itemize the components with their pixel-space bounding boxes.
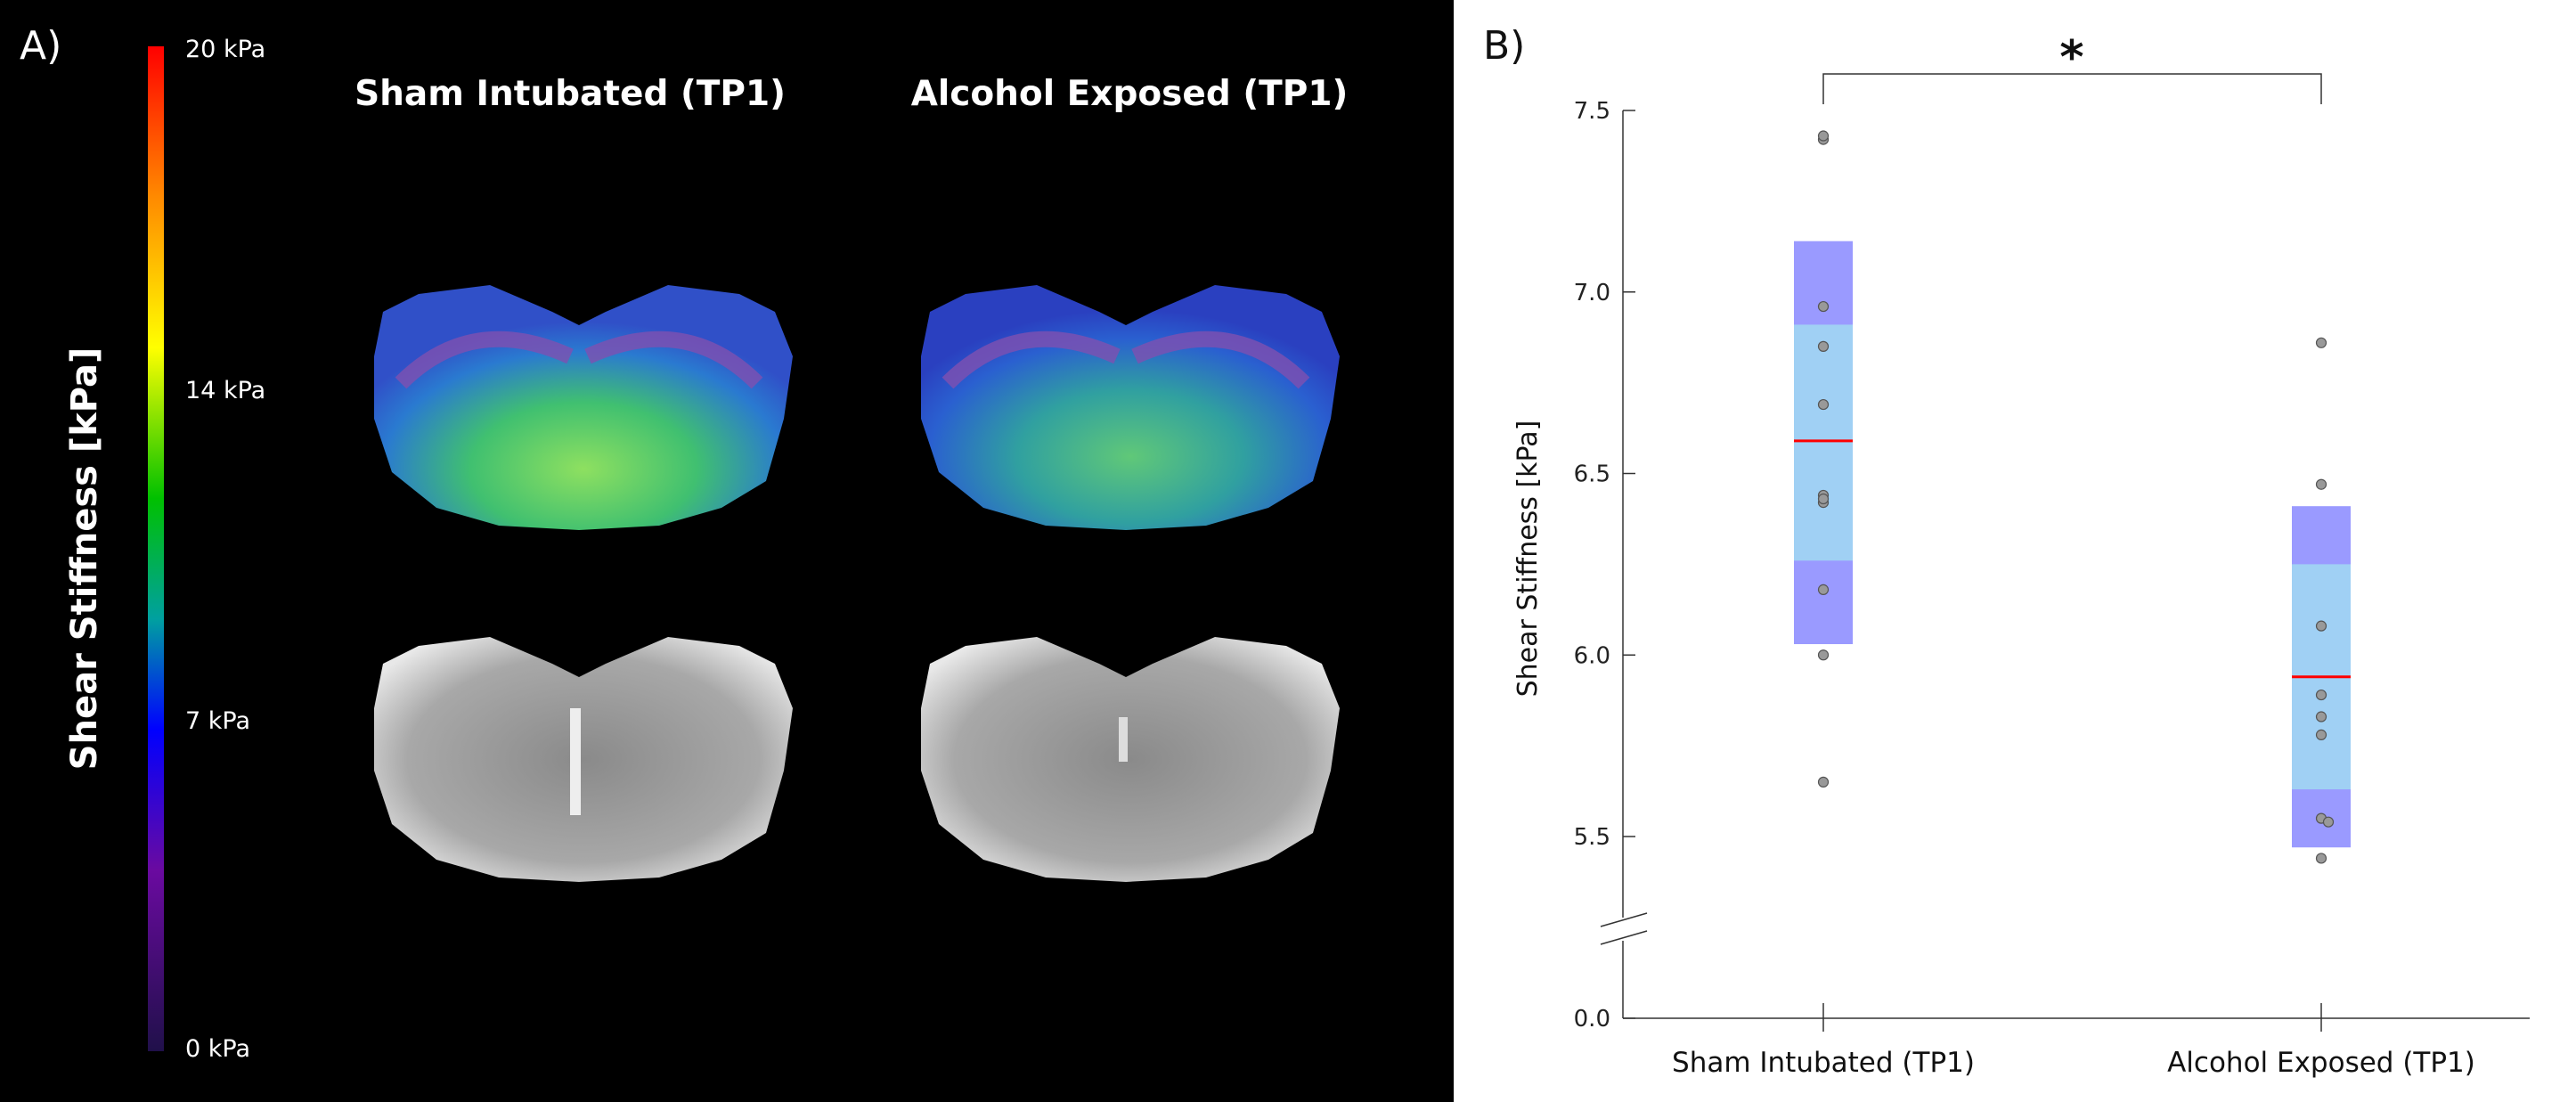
significance-star: * [2059,31,2083,85]
colorbar-tick-0: 0 kPa [185,1035,250,1063]
data-point [1817,300,1830,313]
chart-plot: * Sham Intubated (TP1) Alcohol Exposed (… [1574,31,2530,1079]
column-title-sham: Sham Intubated (TP1) [355,74,786,114]
data-point [2315,620,2327,632]
colorbar-tick-14: 14 kPa [185,377,265,404]
anatomical-image-alcohol [921,637,1340,882]
data-point [1817,584,1830,596]
data-point [1817,649,1830,661]
significance-bracket [1822,73,2322,104]
colorbar-tick-20: 20 kPa [185,36,265,63]
y-axis-label: Shear Stiffness [kPa] [1512,420,1544,698]
data-point [2315,337,2327,348]
column-title-alcohol: Alcohol Exposed (TP1) [911,74,1349,114]
colorbar-title: Shear Stiffness [kPa] [64,347,105,771]
data-point [2315,711,2327,722]
panel-a-label: A) [20,23,61,69]
panel-a-background [0,0,1454,1102]
y-tick-label: 0.0 [1574,1006,1610,1033]
data-point [1817,493,1830,505]
data-point [1817,398,1830,411]
y-tick-label: 6.5 [1574,461,1610,488]
x-tick-label-alcohol: Alcohol Exposed (TP1) [2167,1047,2475,1079]
mre-image-sham [374,285,793,530]
data-point [1817,130,1830,142]
data-point [2315,478,2327,490]
axis-break-mark [1600,912,1648,927]
colorbar-tick-7: 7 kPa [185,707,250,735]
y-tick-label: 7.0 [1574,280,1610,306]
data-point [2315,853,2327,864]
axis-break-mark [1600,930,1648,945]
colorbar [148,46,164,1051]
mre-image-alcohol [921,285,1340,530]
y-tick-label: 5.5 [1574,824,1610,851]
data-point [2315,729,2327,741]
inner-range-box [1794,324,1853,561]
panel-b-label: B) [1483,23,1525,69]
data-point [1817,340,1830,352]
data-point [2322,816,2335,828]
y-tick-label: 6.0 [1574,642,1610,669]
anatomical-image-sham [374,637,793,882]
data-point [2315,689,2327,701]
x-tick-label-sham: Sham Intubated (TP1) [1672,1047,1975,1079]
data-point [1817,776,1830,788]
y-tick-label: 7.5 [1574,98,1610,125]
